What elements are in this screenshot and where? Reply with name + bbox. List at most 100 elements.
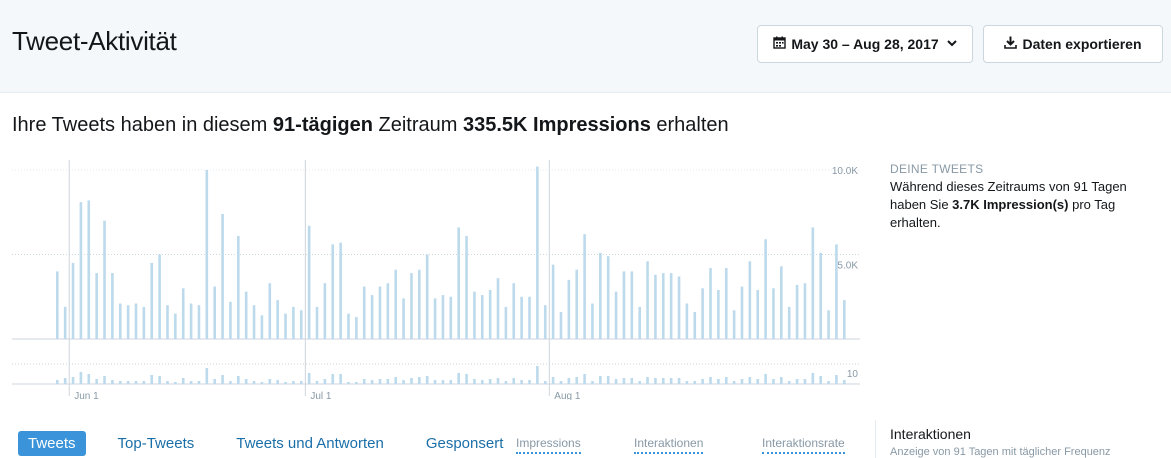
interactions-bar bbox=[709, 377, 712, 384]
interactions-bar bbox=[433, 380, 437, 384]
calendar-icon bbox=[773, 36, 787, 52]
impressions-bar bbox=[425, 254, 429, 339]
impressions-bar bbox=[331, 244, 335, 339]
side-text-suffix: pro Tag erhalten. bbox=[890, 197, 1116, 230]
interactions-bar bbox=[543, 381, 547, 384]
chevron-down-icon bbox=[946, 38, 957, 50]
impressions-bar bbox=[292, 306, 295, 339]
interactions-bar bbox=[339, 374, 342, 384]
interactions-bar bbox=[299, 381, 303, 384]
interactions-bar bbox=[370, 380, 374, 384]
interactions-bar bbox=[244, 379, 248, 384]
date-range-button[interactable]: May 30 – Aug 28, 2017 bbox=[757, 25, 973, 63]
impressions-bar bbox=[87, 200, 91, 339]
interactions-bar bbox=[347, 382, 350, 384]
interactions-bar bbox=[95, 379, 98, 384]
impressions-bar bbox=[260, 315, 264, 339]
interactions-bar bbox=[79, 372, 83, 384]
interactions-bar bbox=[331, 374, 335, 384]
metric-interactions[interactable]: Interaktionen bbox=[634, 436, 704, 454]
x-tick-label: Jul 1 bbox=[310, 391, 332, 400]
impressions-bar bbox=[378, 286, 382, 339]
interactions-bar bbox=[355, 382, 358, 384]
interactions-bar bbox=[166, 381, 169, 384]
impressions-bar bbox=[504, 306, 508, 339]
impressions-bar bbox=[189, 303, 193, 339]
interactions-bar bbox=[819, 376, 822, 384]
side-text-bold: 3.7K Impression(s) bbox=[952, 197, 1069, 212]
impressions-bar bbox=[71, 262, 75, 339]
interactions-bar bbox=[260, 382, 264, 384]
impressions-bar bbox=[457, 227, 460, 339]
impressions-bar bbox=[284, 313, 287, 339]
interactions-bar bbox=[323, 379, 327, 384]
interactions-bar bbox=[732, 381, 736, 384]
tab-tweets[interactable]: Tweets bbox=[18, 430, 86, 456]
interactions-bar bbox=[630, 378, 634, 384]
interactions-bar bbox=[394, 377, 398, 384]
impressions-bar bbox=[811, 227, 815, 339]
export-data-button[interactable]: Daten exportieren bbox=[983, 25, 1163, 63]
impressions-bar bbox=[181, 288, 185, 339]
impressions-bar bbox=[323, 283, 327, 339]
impressions-bar bbox=[150, 262, 154, 339]
impressions-bar bbox=[599, 252, 602, 339]
interactions-bar bbox=[276, 380, 279, 384]
summary-prefix: Ihre Tweets haben in diesem bbox=[12, 114, 273, 136]
impressions-bar bbox=[583, 234, 586, 339]
interactions-bar bbox=[174, 382, 177, 384]
summary-days: 91-tägigen bbox=[272, 114, 373, 136]
interactions-bar bbox=[488, 379, 492, 384]
interactions-bar bbox=[237, 376, 240, 384]
interactions-bar bbox=[284, 382, 287, 384]
impressions-bar bbox=[630, 271, 634, 339]
impressions-bar bbox=[134, 303, 138, 339]
interactions-bar bbox=[827, 381, 830, 384]
impressions-bar bbox=[654, 274, 657, 339]
interactions-bar bbox=[292, 381, 295, 384]
interactions-bar bbox=[599, 376, 602, 384]
interactions-bar bbox=[56, 380, 59, 384]
date-range-label: May 30 – Aug 28, 2017 bbox=[791, 36, 939, 52]
interactions-bar bbox=[780, 377, 783, 384]
interactions-bar bbox=[386, 379, 390, 384]
interactions-bar bbox=[378, 379, 382, 384]
interactions-bar bbox=[843, 380, 846, 384]
impressions-bar bbox=[402, 298, 405, 339]
interactions-bar bbox=[457, 373, 460, 384]
interactions-bar bbox=[63, 378, 67, 384]
impressions-bar bbox=[418, 269, 421, 339]
tab-sponsored[interactable]: Gesponsert bbox=[425, 434, 504, 452]
side-text-prefix: Während dieses Zeitraums von 91 Tagen ha… bbox=[890, 179, 1127, 212]
export-label: Daten exportieren bbox=[1022, 36, 1142, 52]
impressions-bar bbox=[661, 273, 665, 339]
tab-top-tweets[interactable]: Top-Tweets bbox=[117, 434, 195, 452]
impressions-bar bbox=[103, 220, 106, 339]
impressions-bar bbox=[827, 310, 830, 339]
interactions-bar bbox=[103, 376, 106, 384]
impressions-bar bbox=[787, 306, 791, 339]
impressions-bar bbox=[591, 303, 594, 339]
metric-interaction-rate[interactable]: Interaktionsrate bbox=[762, 436, 845, 454]
metric-impressions[interactable]: Impressions bbox=[516, 436, 581, 454]
impressions-bar bbox=[221, 213, 224, 339]
tweet-tabs: Tweets Top-Tweets Tweets und Antworten G… bbox=[18, 430, 535, 456]
impressions-bar bbox=[701, 288, 704, 339]
impressions-bar bbox=[79, 202, 83, 339]
interactions-bar bbox=[787, 381, 791, 384]
interactions-bar bbox=[614, 379, 618, 384]
tab-tweets-and-replies[interactable]: Tweets und Antworten bbox=[236, 434, 384, 452]
impressions-bar bbox=[205, 170, 209, 339]
interactions-bar bbox=[118, 381, 122, 384]
interactions-bar bbox=[772, 379, 775, 384]
impressions-bar bbox=[237, 235, 240, 339]
impressions-bar bbox=[433, 298, 437, 339]
impressions-bar bbox=[299, 310, 303, 339]
impressions-bar bbox=[158, 254, 161, 339]
interactions-bar bbox=[638, 381, 641, 384]
impressions-bar bbox=[488, 289, 492, 339]
interactions-bar bbox=[480, 380, 484, 384]
impressions-bar bbox=[362, 286, 366, 339]
impressions-bar bbox=[142, 306, 146, 339]
interactions-bar bbox=[669, 378, 673, 384]
